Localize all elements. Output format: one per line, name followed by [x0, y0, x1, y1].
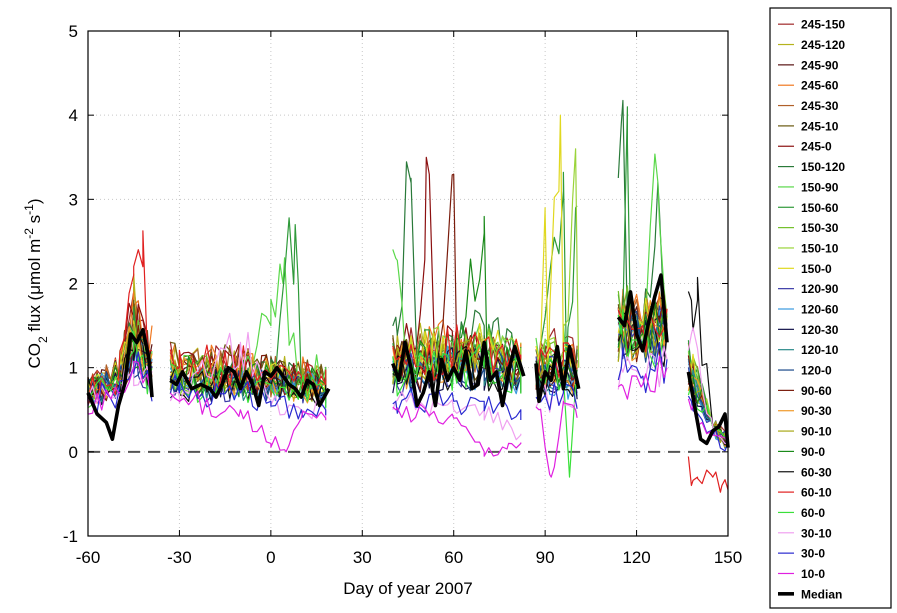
- y-tick-label: 5: [69, 22, 78, 41]
- y-tick-label: 0: [69, 443, 78, 462]
- series-line-median: [616, 273, 669, 353]
- y-axis-label-part: ): [25, 198, 44, 204]
- series-line-30-0: [687, 395, 729, 452]
- legend-label: 120-0: [801, 364, 832, 378]
- x-tick-label: -60: [76, 548, 101, 567]
- series-line-60-10: [535, 342, 578, 387]
- legend-label: 30-10: [801, 526, 832, 540]
- legend-label: 120-30: [801, 323, 839, 337]
- x-axis-label: Day of year 2007: [343, 579, 472, 598]
- series-line-median: [391, 340, 526, 408]
- legend-label: 150-10: [801, 241, 839, 255]
- legend-label: 120-60: [801, 303, 839, 317]
- y-tick-label: 1: [69, 359, 78, 378]
- legend-box: [769, 7, 892, 609]
- legend-label: 90-0: [801, 445, 825, 459]
- series-line-90-0: [617, 298, 668, 351]
- x-tick-label: 90: [536, 548, 555, 567]
- legend-label: 120-10: [801, 343, 839, 357]
- legend-label: Median: [801, 587, 842, 601]
- series-line-60-10: [687, 456, 729, 493]
- series-line-median: [534, 344, 581, 404]
- series-line-10-0: [87, 360, 153, 415]
- legend-label: 150-30: [801, 221, 839, 235]
- series-line-10-0: [687, 398, 729, 444]
- legend-label: 150-60: [801, 201, 839, 215]
- legend-label: 150-120: [801, 160, 845, 174]
- y-tick-label: 3: [69, 190, 78, 209]
- series-line-30-0: [617, 341, 668, 394]
- y-axis-label: CO2 flux (μmol m-2 s-1): [22, 198, 50, 368]
- legend-label: 90-10: [801, 425, 832, 439]
- y-axis-label-part: -1: [22, 204, 36, 215]
- data-series: [86, 99, 730, 493]
- x-tick-label: -30: [167, 548, 192, 567]
- axis-ticks: -60 -30 0 30 60 90 120 150 -1 0 1 2 3 4 5: [63, 22, 742, 567]
- series-line-10-0: [617, 355, 668, 400]
- series-line-90-30: [87, 326, 153, 399]
- legend-label: 60-0: [801, 506, 825, 520]
- series-line-60-10: [392, 324, 522, 381]
- y-tick-label: -1: [63, 527, 78, 546]
- legend-label: 245-0: [801, 140, 832, 154]
- x-tick-label: 0: [266, 548, 275, 567]
- legend-label: 90-60: [801, 384, 832, 398]
- legend-label: 90-30: [801, 404, 832, 418]
- y-axis-label-part: flux (μmol m: [25, 239, 44, 337]
- y-axis-label-part: s: [25, 215, 44, 228]
- y-axis-label-part: -2: [22, 228, 36, 239]
- legend-label: 245-30: [801, 99, 839, 113]
- y-axis-label-part: CO: [25, 343, 44, 369]
- x-tick-label: 60: [444, 548, 463, 567]
- series-line-30-10: [169, 331, 327, 420]
- y-tick-label: 2: [69, 275, 78, 294]
- legend-label: 120-90: [801, 282, 839, 296]
- legend-label: 150-90: [801, 180, 839, 194]
- series-line-10-0: [169, 390, 327, 453]
- series-line-10-0: [535, 400, 578, 478]
- y-tick-label: 4: [69, 106, 78, 125]
- x-tick-label: 150: [714, 548, 742, 567]
- series-line-median: [86, 328, 154, 441]
- series-line-30-10: [687, 327, 729, 445]
- series-line-10-0: [392, 403, 522, 457]
- x-tick-label: 120: [622, 548, 650, 567]
- legend: 245-150 245-120 245-90 245-60 245-30 245-10 24…: [769, 7, 892, 609]
- legend-label: 245-10: [801, 119, 839, 133]
- x-tick-label: 30: [353, 548, 372, 567]
- y-axis-label-part: 2: [36, 336, 50, 343]
- legend-label: 245-150: [801, 18, 845, 32]
- legend-label: 245-120: [801, 38, 845, 52]
- series-line-90-0: [87, 335, 153, 393]
- series-line-150-0: [535, 114, 578, 379]
- legend-label: 245-60: [801, 79, 839, 93]
- legend-label: 60-30: [801, 465, 832, 479]
- legend-label: 30-0: [801, 547, 825, 561]
- legend-label: 10-0: [801, 567, 825, 581]
- legend-label: 245-90: [801, 58, 839, 72]
- series-line-median: [169, 365, 331, 408]
- legend-label: 60-10: [801, 486, 832, 500]
- series-line-30-10: [392, 391, 522, 441]
- series-line-median: [686, 371, 730, 448]
- legend-label: 150-0: [801, 262, 832, 276]
